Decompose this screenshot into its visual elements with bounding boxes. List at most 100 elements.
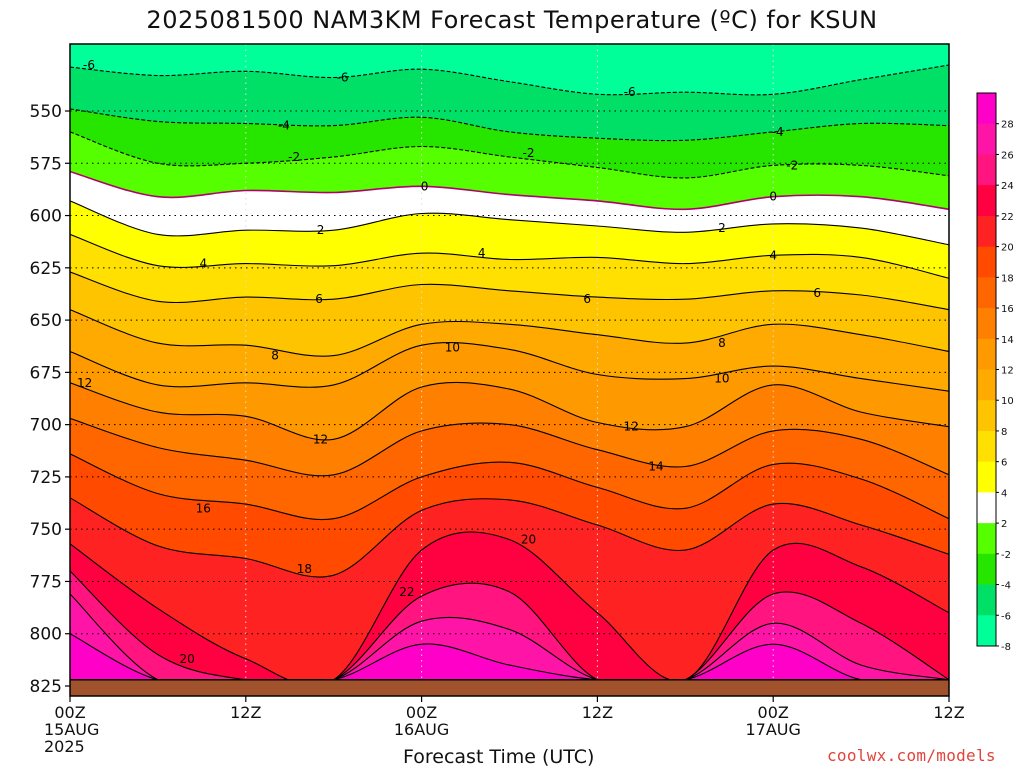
contour-label: 6 [813, 286, 821, 300]
ytick-label: 700 [30, 416, 62, 436]
isotherm-0 [70, 170, 949, 211]
isotherm-6 [70, 271, 949, 311]
colorbar-label: 16 [1001, 304, 1014, 315]
xtick-label: 00Z [406, 703, 437, 722]
colorbar-swatch [977, 369, 996, 401]
ytick-label: 800 [30, 625, 62, 645]
colorbar-label: 14 [1001, 335, 1014, 346]
colorbar-label: 20 [1001, 243, 1014, 254]
colorbar-label: 8 [1001, 427, 1007, 438]
chart-title: 2025081500 NAM3KM Forecast Temperature (… [146, 6, 878, 34]
colorbar-swatch [977, 430, 996, 463]
colorbar-label: -6 [1001, 611, 1011, 622]
colorbar-swatch [977, 215, 996, 248]
ytick-label: 600 [30, 207, 62, 227]
colorbar-label: 12 [1001, 366, 1014, 377]
contour-label: -2 [786, 158, 798, 172]
y-axis: 550 575 600 625 650 675 700 725 750 775 800 825 [30, 102, 70, 697]
ytick-label: 550 [30, 102, 62, 122]
ytick-label: 575 [30, 154, 62, 174]
xtick-label: 12Z [933, 703, 964, 722]
colorbar-label: 4 [1001, 488, 1007, 499]
xtick-label: 17AUG [745, 720, 800, 739]
band-above--8 [70, 44, 949, 51]
colorbar-swatch [977, 123, 996, 155]
isotherm-2 [70, 200, 949, 246]
contour-label: 18 [297, 562, 312, 576]
ytick-label: 675 [30, 363, 62, 383]
contour-label: 10 [445, 340, 460, 354]
ytick-label: 650 [30, 311, 62, 331]
colorbar-label: 2 [1001, 519, 1007, 530]
isotherm-12 [70, 381, 949, 441]
xtick-label: 2025 [44, 737, 85, 756]
colorbar-swatch [977, 338, 996, 370]
colorbar-label: 22 [1001, 212, 1014, 223]
band-above--6 [70, 44, 949, 95]
colorbar-label: -2 [1001, 550, 1011, 561]
xtick-label: 00Z [54, 703, 85, 722]
ground-strip [70, 678, 949, 696]
isotherm-18 [70, 497, 949, 578]
colorbar-label: 10 [1001, 396, 1014, 407]
colorbar-label: 28 [1001, 120, 1014, 131]
colorbar-swatch [977, 615, 996, 647]
xtick-label: 12Z [582, 703, 613, 722]
xtick-label: 12Z [230, 703, 261, 722]
isotherm-20 [70, 531, 949, 687]
isotherm-8 [70, 309, 949, 357]
contour-label: 14 [648, 459, 663, 473]
contour-label: 0 [421, 179, 429, 193]
ytick-label: 775 [30, 572, 62, 592]
isotherm-10 [70, 342, 949, 392]
isotherm--4 [70, 108, 949, 142]
contour-label: -2 [288, 150, 300, 164]
colorbar-label: -4 [1001, 581, 1011, 592]
colorbar-label: -8 [1001, 642, 1011, 653]
isotherm--2 [70, 131, 949, 179]
contour-label: 6 [583, 292, 591, 306]
contour-label: 22 [399, 585, 414, 599]
contour-label: -6 [83, 58, 95, 72]
contour-label: 12 [313, 432, 328, 446]
colorbar-swatch [977, 553, 996, 586]
contour-label: -4 [278, 119, 290, 133]
contour-label: 8 [271, 349, 279, 363]
ytick-label: 750 [30, 520, 62, 540]
credit-link[interactable]: coolwx.com/models [827, 746, 996, 765]
colorbar-swatch [977, 492, 996, 524]
contour-label: 4 [478, 246, 486, 260]
colorbar-swatch [977, 185, 996, 217]
isotherm-16 [70, 453, 949, 521]
colorbar-swatch [977, 308, 996, 340]
colorbar-swatch [977, 461, 996, 493]
contour-label: 20 [180, 652, 195, 666]
isotherm-22 [70, 570, 949, 692]
ytick-label: 625 [30, 259, 62, 279]
colorbar-swatch [977, 400, 996, 432]
colorbar-swatch [977, 154, 996, 186]
ground-fill [70, 679, 949, 696]
contour-label: 12 [623, 420, 638, 434]
xtick-label: 15AUG [44, 720, 99, 739]
colorbar-swatch [977, 277, 996, 309]
contour-label: -6 [624, 85, 636, 99]
colorbar: 28 26 24 22 20 18 16 14 12 10 8 6 4 2 -2 -4 -6 -8 [976, 92, 1014, 653]
contour-label: -4 [772, 125, 784, 139]
contour-label: 2 [718, 221, 726, 235]
colorbar-swatch [977, 246, 996, 278]
xtick-label: 00Z [758, 703, 789, 722]
colorbar-label: 26 [1001, 150, 1014, 161]
isotherm--6 [70, 64, 949, 96]
contour-label: -6 [337, 71, 349, 85]
colorbar-swatch [977, 584, 996, 616]
ytick-label: 825 [30, 677, 62, 697]
contour-label: 12 [77, 376, 92, 390]
colorbar-label: 6 [1001, 458, 1007, 469]
contour-label: 0 [769, 190, 777, 204]
isotherm-4 [70, 233, 949, 279]
colorbar-label: 18 [1001, 273, 1014, 284]
ytick-label: 725 [30, 468, 62, 488]
